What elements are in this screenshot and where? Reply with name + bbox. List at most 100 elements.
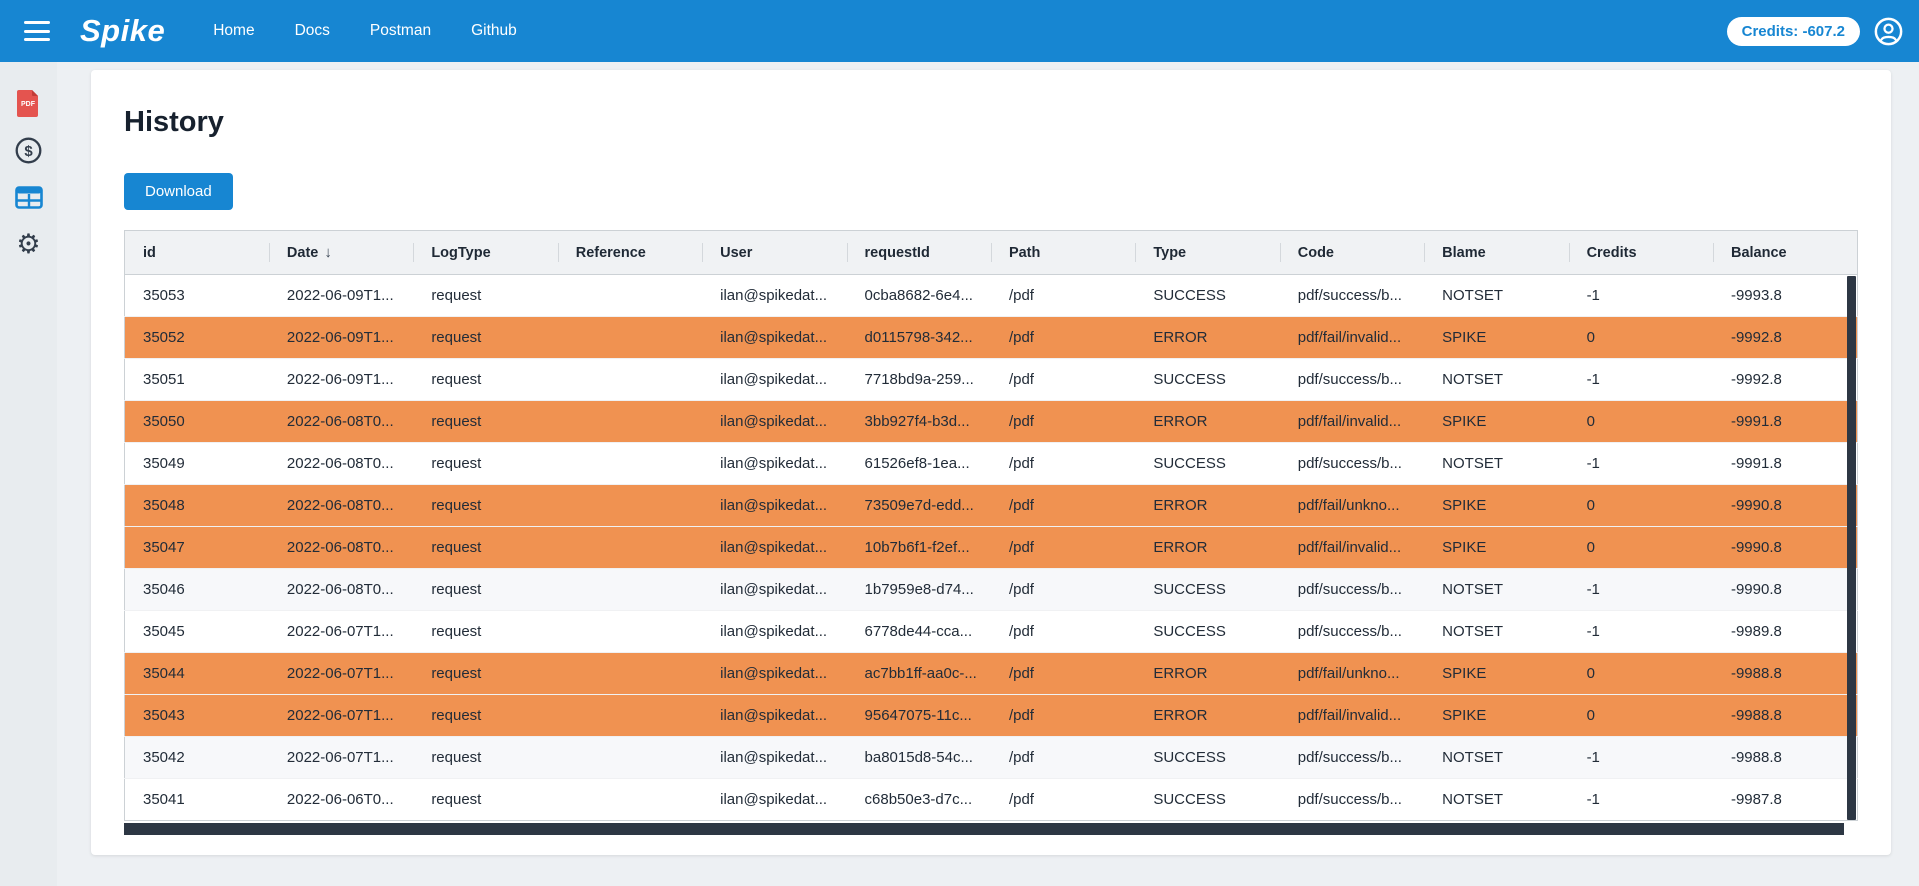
cell-balance: -9990.8 [1712, 484, 1858, 527]
cell-balance: -9989.8 [1712, 610, 1858, 653]
cell-id: 35045 [124, 610, 269, 653]
column-header-logType[interactable]: LogType [413, 230, 558, 275]
cell-reference [557, 358, 703, 401]
cell-reference [557, 778, 703, 821]
cell-balance: -9992.8 [1712, 316, 1858, 359]
cell-path: /pdf [990, 652, 1136, 695]
cell-path: /pdf [990, 610, 1136, 653]
cell-code: pdf/fail/invalid... [1279, 400, 1425, 443]
cell-id: 35050 [124, 400, 269, 443]
cell-blame: NOTSET [1424, 274, 1569, 317]
cell-reference [557, 610, 703, 653]
column-header-requestId[interactable]: requestId [846, 230, 991, 275]
cell-code: pdf/fail/invalid... [1279, 526, 1425, 569]
column-header-type[interactable]: Type [1135, 230, 1280, 275]
svg-text:$: $ [24, 143, 33, 160]
table-row-35043: 35043 2022-06-07T1... request ilan@spikedat… [124, 694, 1858, 737]
cell-date: 2022-06-06T0... [268, 778, 414, 821]
cell-date: 2022-06-08T0... [268, 442, 414, 485]
cell-logType: request [413, 274, 558, 317]
user-account-icon[interactable] [1873, 16, 1903, 46]
table-body: 35053 2022-06-09T1... request ilan@spikedat… [124, 274, 1858, 821]
cell-code: pdf/success/b... [1279, 610, 1425, 653]
history-table-area: id Date ↓ LogType Reference User requestId Path… [124, 230, 1858, 835]
column-header-date[interactable]: Date ↓ [268, 230, 414, 275]
cell-id: 35042 [124, 736, 269, 779]
nav-link-postman[interactable]: Postman [369, 22, 432, 39]
column-header-code[interactable]: Code [1279, 230, 1425, 275]
cell-blame: NOTSET [1424, 736, 1569, 779]
column-header-blame[interactable]: Blame [1424, 230, 1569, 275]
cell-logType: request [413, 610, 558, 653]
table-row-35044: 35044 2022-06-07T1... request ilan@spikedat… [124, 652, 1858, 695]
cell-blame: NOTSET [1424, 568, 1569, 611]
cell-type: SUCCESS [1135, 274, 1280, 317]
cell-reference [557, 400, 703, 443]
column-label: Type [1153, 244, 1187, 261]
cell-reference [557, 694, 703, 737]
cell-type: SUCCESS [1135, 610, 1280, 653]
cell-logType: request [413, 316, 558, 359]
cell-requestId: 0cba8682-6e4... [846, 274, 991, 317]
history-card: History Download id Date ↓ LogType Reference… [91, 70, 1891, 855]
cell-date: 2022-06-07T1... [268, 652, 414, 695]
cell-user: ilan@spikedat... [702, 694, 847, 737]
column-header-balance[interactable]: Balance [1712, 230, 1858, 275]
table-row-35046: 35046 2022-06-08T0... request ilan@spikedat… [124, 568, 1858, 611]
cell-code: pdf/fail/unkno... [1279, 652, 1425, 695]
cell-type: ERROR [1135, 400, 1280, 443]
column-header-path[interactable]: Path [990, 230, 1136, 275]
table-row-35048: 35048 2022-06-08T0... request ilan@spikedat… [124, 484, 1858, 527]
cell-type: ERROR [1135, 316, 1280, 359]
column-label: requestId [864, 244, 930, 261]
column-header-user[interactable]: User [702, 230, 847, 275]
cell-date: 2022-06-08T0... [268, 400, 414, 443]
menu-hamburger-icon[interactable] [24, 21, 50, 41]
cell-requestId: 10b7b6f1-f2ef... [846, 526, 991, 569]
sidebar-item-billing[interactable]: $ [13, 134, 45, 166]
download-button[interactable]: Download [124, 173, 233, 210]
column-header-id[interactable]: id [124, 230, 269, 275]
nav-link-github[interactable]: Github [471, 22, 517, 39]
sidebar-item-pdf[interactable]: PDF [13, 87, 45, 119]
cell-blame: SPIKE [1424, 484, 1569, 527]
cell-user: ilan@spikedat... [702, 400, 847, 443]
cell-blame: NOTSET [1424, 442, 1569, 485]
vertical-scrollbar-thumb[interactable] [1847, 276, 1856, 820]
cell-requestId: 95647075-11c... [846, 694, 991, 737]
topbar: Spike Home Docs Postman Github Credits: -60… [0, 0, 1919, 62]
cell-balance: -9988.8 [1712, 694, 1858, 737]
column-header-reference[interactable]: Reference [557, 230, 703, 275]
sidebar-item-settings[interactable]: ⚙ [13, 228, 45, 260]
cell-requestId: 7718bd9a-259... [846, 358, 991, 401]
cell-path: /pdf [990, 526, 1136, 569]
table-row-35042: 35042 2022-06-07T1... request ilan@spikedat… [124, 736, 1858, 779]
nav-link-home[interactable]: Home [213, 22, 255, 39]
cell-logType: request [413, 568, 558, 611]
cell-balance: -9990.8 [1712, 568, 1858, 611]
history-table-icon [14, 185, 43, 209]
sidebar-item-history[interactable] [13, 181, 45, 213]
svg-text:PDF: PDF [21, 101, 36, 108]
column-label: Path [1008, 244, 1041, 261]
cell-credits: -1 [1568, 778, 1713, 821]
nav-link-docs[interactable]: Docs [294, 22, 330, 39]
horizontal-scrollbar-thumb[interactable] [124, 823, 1844, 835]
cell-logType: request [413, 400, 558, 443]
cell-id: 35053 [124, 274, 269, 317]
cell-user: ilan@spikedat... [702, 778, 847, 821]
credits-badge[interactable]: Credits: -607.2 [1726, 16, 1860, 46]
horizontal-scrollbar-track[interactable] [124, 823, 1858, 835]
cell-balance: -9991.8 [1712, 442, 1858, 485]
cell-requestId: 1b7959e8-d74... [846, 568, 991, 611]
column-header-credits[interactable]: Credits [1568, 230, 1713, 275]
cell-credits: -1 [1568, 274, 1713, 317]
cell-blame: SPIKE [1424, 316, 1569, 359]
cell-logType: request [413, 778, 558, 821]
cell-credits: 0 [1568, 526, 1713, 569]
cell-id: 35051 [124, 358, 269, 401]
cell-date: 2022-06-07T1... [268, 694, 414, 737]
cell-user: ilan@spikedat... [702, 358, 847, 401]
app-logo[interactable]: Spike [80, 13, 166, 48]
cell-credits: -1 [1568, 610, 1713, 653]
